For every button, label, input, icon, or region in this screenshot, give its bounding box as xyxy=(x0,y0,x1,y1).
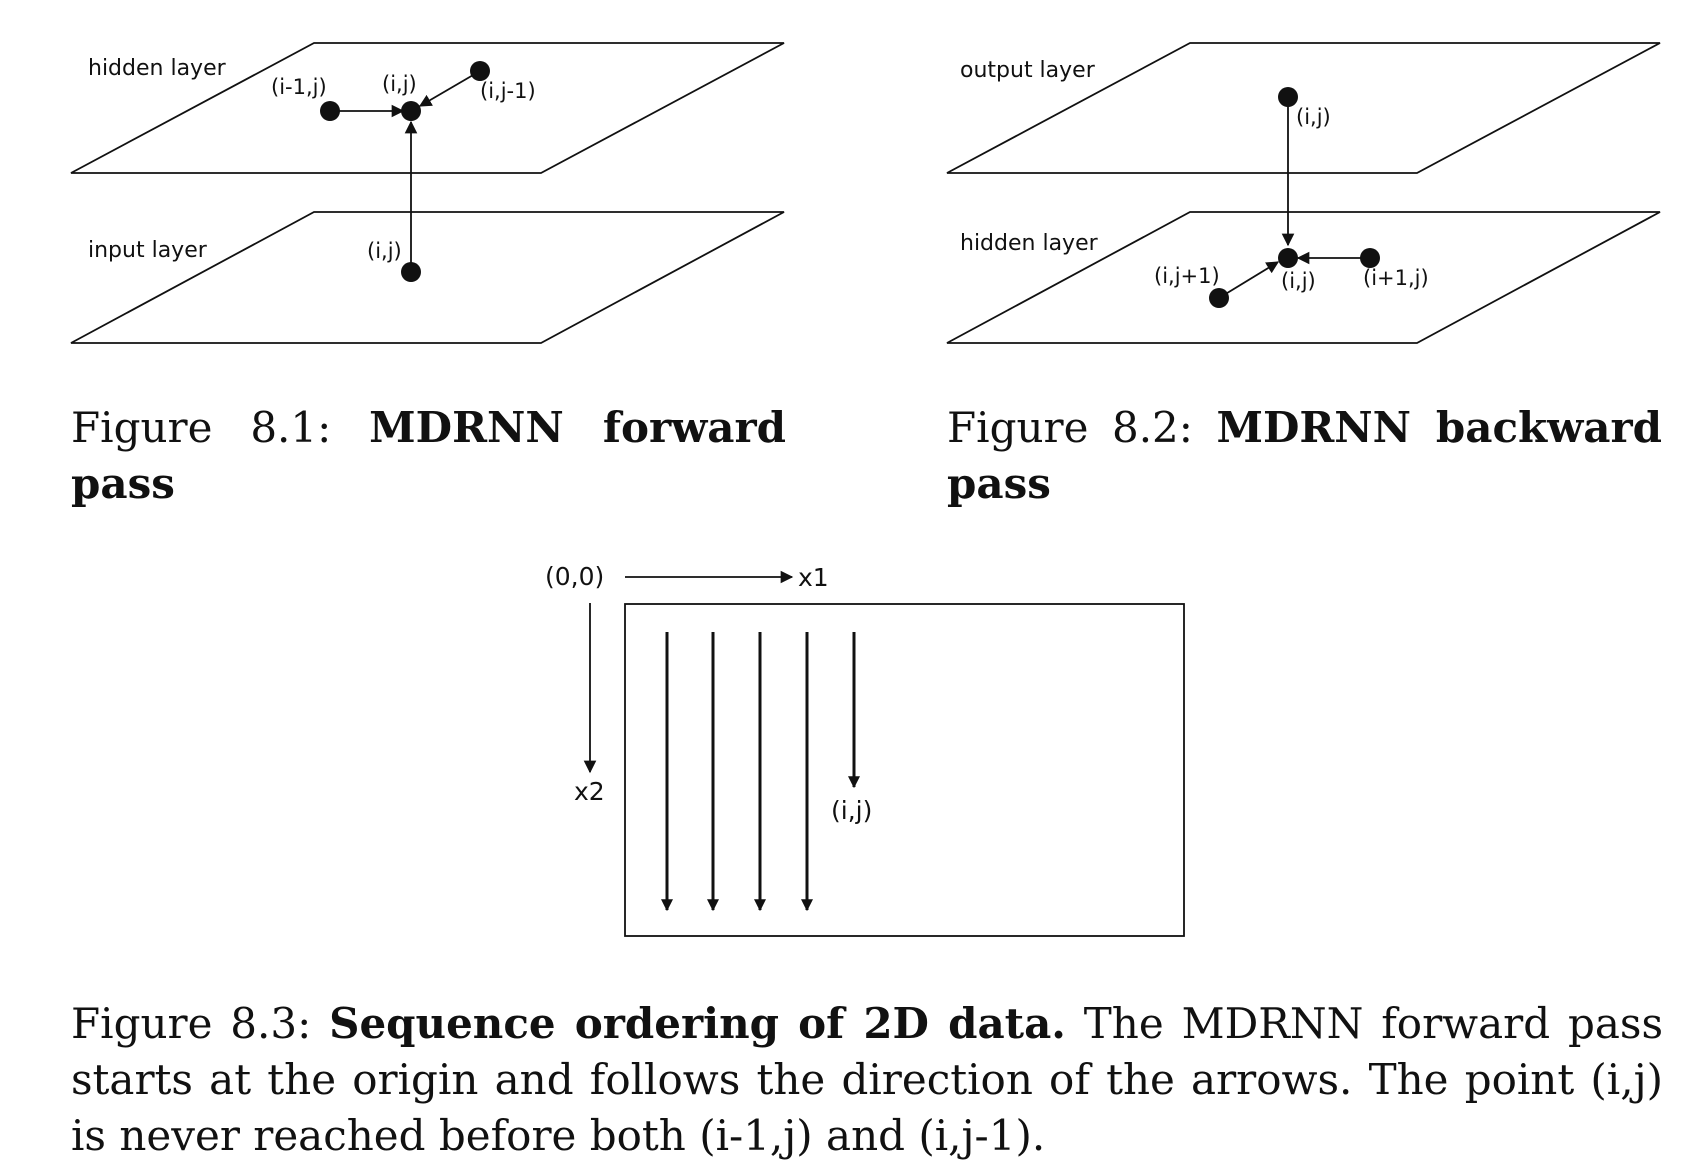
node-output-label: (i,j) xyxy=(1296,105,1331,129)
figure-8-2-diagram: output layer hidden layer (i,j) (i,j+1) … xyxy=(946,42,1661,344)
hidden-layer-plane xyxy=(70,42,785,174)
node-left-label: (i,j+1) xyxy=(1154,264,1220,288)
figure-8-1-diagram: hidden layer input layer (i-1,j) (i,j) (… xyxy=(70,42,785,344)
node-right-label: (i,j-1) xyxy=(480,79,536,103)
input-layer-label: input layer xyxy=(88,238,208,263)
caption-title: MDRNN forward pass xyxy=(71,403,786,508)
figure-8-3-caption: Figure 8.3: Sequence ordering of 2D data… xyxy=(71,996,1663,1164)
hidden-layer-label: hidden layer xyxy=(960,231,1099,256)
caption-prefix: Figure 8.1: xyxy=(71,403,332,452)
node-output xyxy=(1278,87,1298,107)
caption-title: MDRNN backward pass xyxy=(947,403,1662,508)
figure-8-2-caption: Figure 8.2: MDRNN backward pass xyxy=(947,400,1662,512)
node-right xyxy=(1360,248,1380,268)
arrow-right-to-center xyxy=(418,70,481,107)
hidden-layer-plane xyxy=(946,211,1661,344)
caption-title: Sequence ordering of 2D data. xyxy=(329,999,1066,1048)
data-grid-box xyxy=(624,603,1185,937)
caption-prefix: Figure 8.2: xyxy=(947,403,1193,452)
origin-label: (0,0) xyxy=(545,562,604,591)
output-layer-plane xyxy=(946,42,1661,174)
node-input-label: (i,j) xyxy=(367,239,402,263)
output-layer-label: output layer xyxy=(960,58,1096,83)
arrow-left-to-center xyxy=(1218,261,1280,299)
node-input xyxy=(401,262,421,282)
node-center-label: (i,j) xyxy=(1281,269,1316,293)
node-center-label: (i,j) xyxy=(382,72,417,96)
node-left-label: (i-1,j) xyxy=(271,75,327,99)
node-right-label: (i+1,j) xyxy=(1363,266,1429,290)
node-right xyxy=(470,61,490,81)
point-label: (i,j) xyxy=(831,796,872,825)
node-center xyxy=(401,101,421,121)
figure-8-1-caption: Figure 8.1: MDRNN forward pass xyxy=(71,400,786,512)
node-left xyxy=(320,101,340,121)
node-left xyxy=(1209,288,1229,308)
input-layer-plane xyxy=(70,211,785,344)
node-center xyxy=(1278,248,1298,268)
figure-8-3-diagram: (0,0) x1 x2 (i,j) xyxy=(545,562,1185,937)
hidden-layer-label: hidden layer xyxy=(88,56,227,81)
caption-prefix: Figure 8.3: xyxy=(71,999,312,1048)
caption-text: The MDRNN forward pass starts at the ori… xyxy=(71,999,1663,1160)
x1-label: x1 xyxy=(798,563,829,592)
x2-label: x2 xyxy=(574,777,605,806)
